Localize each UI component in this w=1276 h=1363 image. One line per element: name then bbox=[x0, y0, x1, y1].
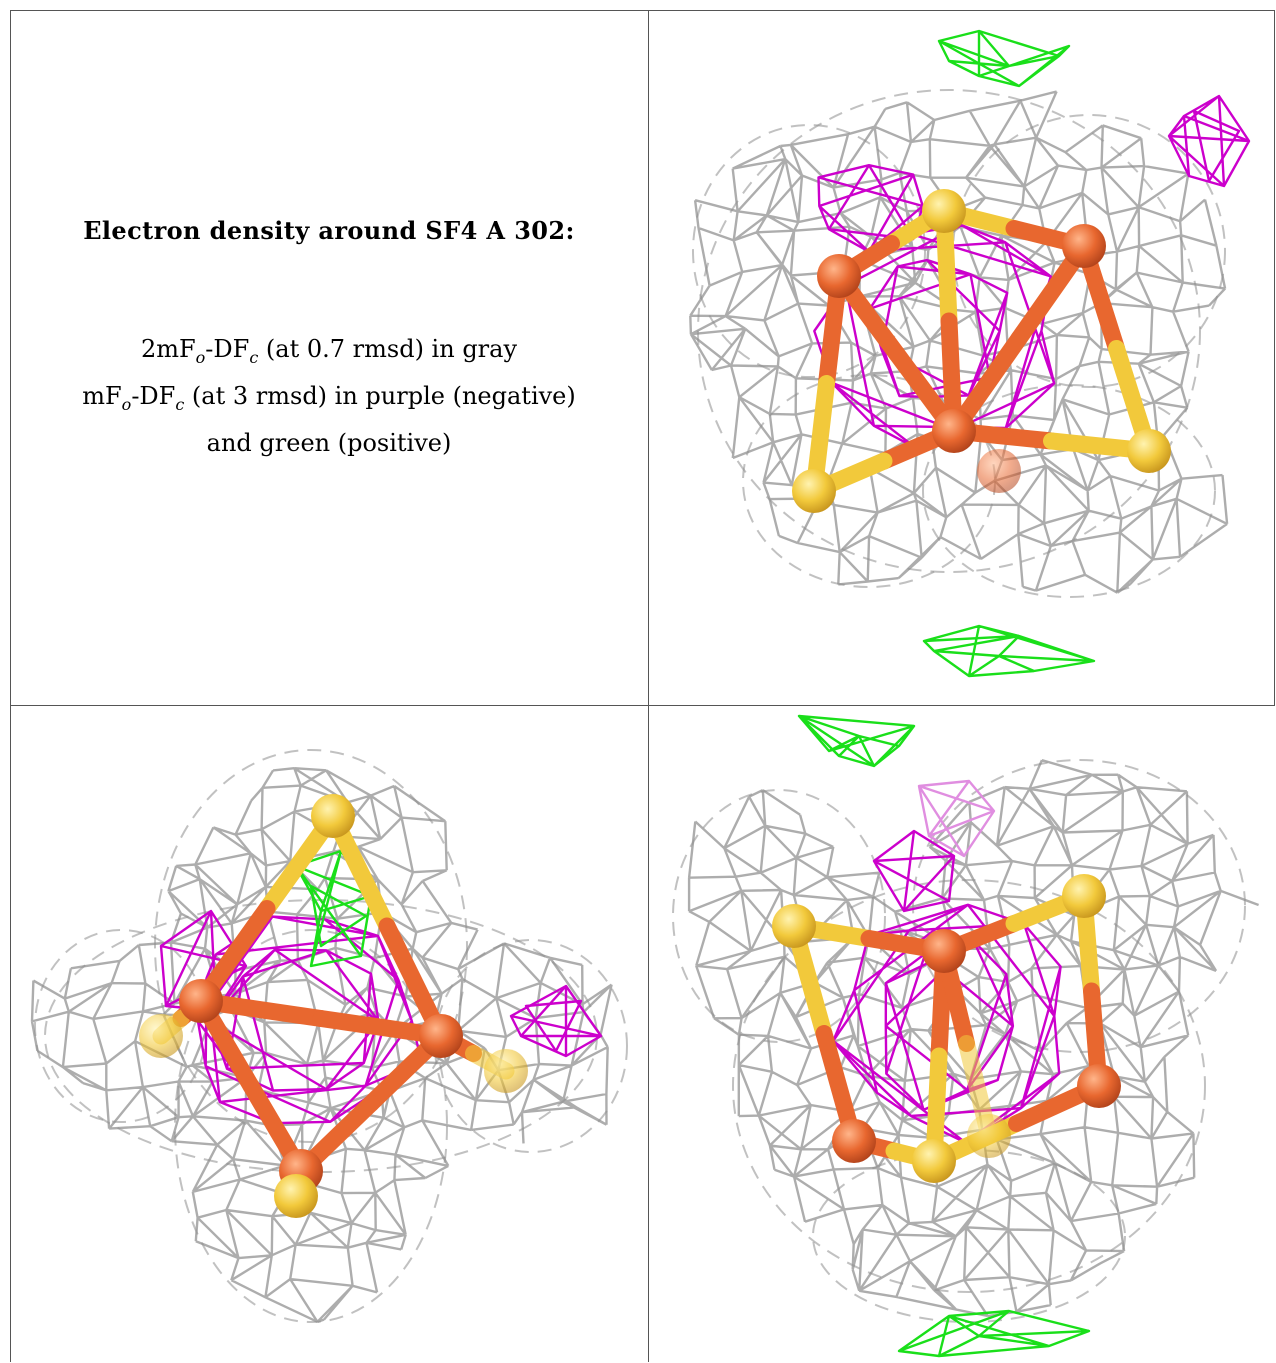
density-panel-top-right bbox=[649, 11, 1274, 705]
green-mesh bbox=[797, 714, 1091, 1358]
fe4s4-cluster bbox=[139, 794, 528, 1218]
line1-post: (at 0.7 rmsd) in gray bbox=[258, 335, 518, 363]
legend-line-mfo-dfc: mFo-DFc (at 3 rmsd) in purple (negative) bbox=[10, 377, 648, 424]
line2-mid: -DF bbox=[131, 381, 176, 410]
density-render-top-right bbox=[689, 29, 1251, 678]
legend-line-2mfo-dfc: 2mFo-DFc (at 0.7 rmsd) in gray bbox=[10, 330, 648, 377]
grid-line-top bbox=[10, 10, 1275, 11]
line1-pre: 2mF bbox=[140, 335, 196, 363]
purple-mesh bbox=[813, 94, 1251, 449]
grid-line-middle bbox=[10, 705, 1275, 706]
line1-sub-c: c bbox=[249, 347, 259, 367]
purple-mesh bbox=[832, 779, 1062, 1144]
gray-mesh bbox=[689, 89, 1229, 598]
line1-sub-o: o bbox=[195, 347, 206, 367]
legend-line-green: and green (positive) bbox=[206, 428, 452, 457]
fe4s4-cluster bbox=[772, 874, 1121, 1183]
density-panel-bottom-left bbox=[11, 706, 648, 1362]
density-panel-bottom-right bbox=[649, 706, 1275, 1362]
line2-post: (at 3 rmsd) in purple (negative) bbox=[184, 381, 576, 410]
grid-line-center bbox=[648, 10, 649, 1362]
line1-mid: -DF bbox=[205, 335, 250, 363]
gray-mesh bbox=[672, 758, 1260, 1323]
purple-mesh bbox=[159, 909, 603, 1125]
line2-pre: mF bbox=[82, 381, 122, 410]
density-render-bottom-left bbox=[30, 749, 628, 1323]
caption-cell: Electron density around SF4 A 302: 2mFo-… bbox=[10, 10, 648, 705]
fe4s4-cluster bbox=[792, 189, 1171, 513]
density-render-bottom-right bbox=[672, 714, 1260, 1358]
figure-grid: Electron density around SF4 A 302: 2mFo-… bbox=[10, 10, 1275, 1362]
caption-legend: 2mFo-DFc (at 0.7 rmsd) in gray mFo-DFc (… bbox=[10, 330, 648, 462]
grid-line-left bbox=[10, 10, 11, 1362]
caption-title: Electron density around SF4 A 302: bbox=[83, 216, 575, 245]
line2-sub-o: o bbox=[121, 394, 132, 414]
grid-line-right bbox=[1274, 10, 1275, 705]
green-mesh bbox=[922, 29, 1096, 678]
green-mesh bbox=[294, 849, 373, 968]
line2-sub-c: c bbox=[175, 394, 185, 414]
